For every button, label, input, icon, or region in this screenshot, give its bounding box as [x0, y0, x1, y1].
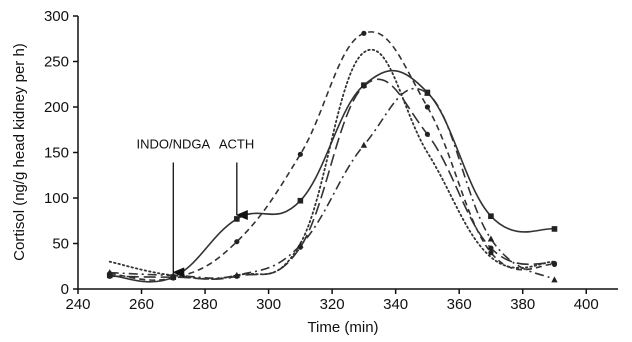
y-tick-label: 50	[52, 236, 69, 253]
x-tick-label: 400	[574, 296, 599, 313]
y-tick-label: 150	[44, 145, 69, 162]
x-tick-label: 260	[129, 296, 154, 313]
annotation-2: ACTH	[219, 137, 254, 221]
x-tick-label: 360	[447, 296, 472, 313]
series-line	[109, 87, 555, 281]
x-tick-label: 280	[193, 296, 218, 313]
y-tick-label: 0	[61, 281, 69, 298]
x-tick-label: 320	[320, 296, 345, 313]
data-point	[234, 216, 240, 222]
data-point	[487, 235, 495, 242]
data-point	[488, 245, 494, 251]
series-line	[109, 70, 555, 283]
series-3	[108, 48, 556, 280]
data-point	[424, 104, 431, 110]
x-tick-label: 300	[256, 296, 281, 313]
series-2	[107, 30, 558, 281]
data-point	[361, 30, 367, 36]
series-line	[108, 48, 556, 280]
y-tick-label: 250	[44, 54, 69, 71]
data-point	[234, 239, 240, 245]
data-point	[297, 151, 303, 157]
annotation-1: INDO/NDGA	[136, 137, 210, 278]
series-5	[107, 78, 558, 280]
data-point	[360, 141, 368, 148]
y-axis-title: Cortisol (ng/g head kidney per h)	[11, 43, 28, 261]
annotations: INDO/NDGA ACTH	[136, 137, 254, 278]
data-point	[234, 273, 240, 279]
data-point	[551, 276, 558, 283]
x-tick-label: 380	[510, 296, 535, 313]
data-point	[551, 226, 558, 232]
series-group	[106, 30, 558, 283]
data-point	[297, 244, 303, 250]
data-point	[107, 273, 113, 279]
data-point	[424, 131, 431, 137]
data-point	[424, 89, 431, 96]
annotation-label: INDO/NDGA	[136, 137, 210, 152]
data-point	[551, 260, 558, 267]
data-point	[106, 269, 113, 276]
data-point	[170, 274, 176, 280]
axes: 0 50 100 150 200 250 300 240 260 280 300 320 340 360 3…	[44, 8, 618, 313]
x-tick-label: 340	[383, 296, 408, 313]
series-line	[109, 78, 555, 280]
data-point	[297, 197, 304, 204]
data-point	[361, 83, 367, 89]
x-tick-label: 240	[65, 296, 90, 313]
data-point	[488, 213, 494, 219]
y-tick-label: 200	[44, 99, 69, 116]
y-tick-label: 300	[44, 8, 69, 25]
annotation-label: ACTH	[219, 137, 254, 152]
data-point	[488, 250, 494, 256]
x-axis-title: Time (min)	[307, 319, 378, 336]
y-tick-label: 100	[44, 190, 69, 207]
series-line	[109, 31, 555, 281]
